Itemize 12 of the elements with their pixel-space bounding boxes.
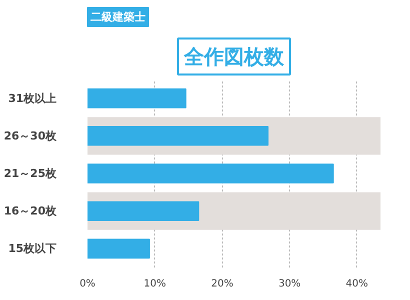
y-tick-label: 16～20枚 xyxy=(4,204,58,218)
x-tick-label: 40% xyxy=(346,278,368,290)
y-tick-label: 15枚以下 xyxy=(8,242,57,256)
x-tick-label: 30% xyxy=(278,278,301,290)
chart-subtitle: 二級建築士 xyxy=(90,10,146,24)
x-tick-label: 10% xyxy=(144,278,166,290)
x-tick-label: 20% xyxy=(211,278,234,290)
y-tick-label: 21～25枚 xyxy=(4,167,58,180)
chart-title: 全作図枚数 xyxy=(183,44,285,68)
x-tick-label: 0% xyxy=(80,278,96,290)
y-tick-label: 31枚以上 xyxy=(8,92,57,105)
y-tick-label: 26～30枚 xyxy=(4,129,58,142)
